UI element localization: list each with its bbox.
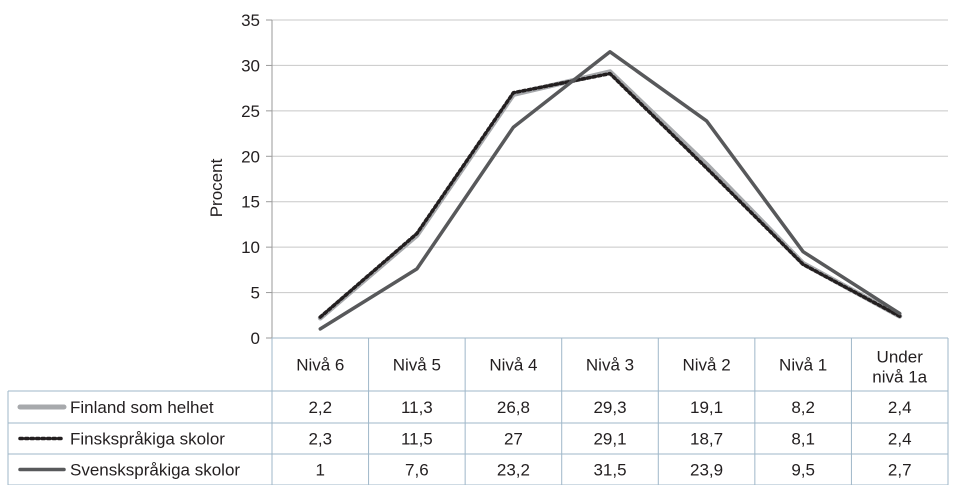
x-category-label: Nivå 3 xyxy=(586,356,634,375)
table-value: 27 xyxy=(504,430,523,449)
series-line-finland-som-helhet xyxy=(317,69,903,321)
table-value: 8,2 xyxy=(791,398,815,417)
legend-label: Finskspråkiga skolor xyxy=(70,430,225,449)
table-value: 18,7 xyxy=(690,430,723,449)
table-value: 2,3 xyxy=(308,430,332,449)
legend-label: Finland som helhet xyxy=(70,398,214,417)
x-category-label: Nivå 2 xyxy=(682,356,730,375)
series-line-svensksprakiga-skolor xyxy=(318,50,902,331)
table-value: 29,1 xyxy=(593,430,626,449)
table-value: 29,3 xyxy=(593,398,626,417)
table-value: 2,4 xyxy=(888,430,912,449)
y-tick-label: 35 xyxy=(241,11,260,30)
table-value: 2,7 xyxy=(888,461,912,480)
table-value: 9,5 xyxy=(791,461,815,480)
y-tick-label: 5 xyxy=(251,284,260,303)
series-lines xyxy=(317,50,903,331)
y-tick-label: 30 xyxy=(241,56,260,75)
x-category-label: Nivå 6 xyxy=(296,356,344,375)
table-value: 31,5 xyxy=(593,461,626,480)
y-tick-label: 20 xyxy=(241,147,260,166)
gridlines xyxy=(272,19,948,339)
table-value: 23,9 xyxy=(690,461,723,480)
table-value: 26,8 xyxy=(497,398,530,417)
y-axis-label: Procent xyxy=(207,158,226,217)
x-category-label: Nivå 4 xyxy=(489,356,537,375)
table-value: 11,5 xyxy=(401,430,433,449)
legend-label: Svenskspråkiga skolor xyxy=(70,461,240,480)
y-tick-label: 15 xyxy=(241,193,260,212)
y-tick-label: 10 xyxy=(241,238,260,257)
table-value: 23,2 xyxy=(497,461,530,480)
table-value: 11,3 xyxy=(401,398,433,417)
x-category-label: Under nivå 1a xyxy=(872,348,927,387)
table-value: 19,1 xyxy=(690,398,723,417)
y-tick-label: 0 xyxy=(251,329,260,348)
x-category-label: Nivå 1 xyxy=(779,356,827,375)
y-axis: 0 5 10 15 20 25 30 35 xyxy=(241,11,273,348)
table-value: 1 xyxy=(316,461,325,480)
table-value: 2,4 xyxy=(888,398,912,417)
x-category-label: Nivå 5 xyxy=(393,356,441,375)
table-value: 7,6 xyxy=(405,461,429,480)
series-line-finsksprakiga-skolor xyxy=(318,71,902,319)
data-table: Nivå 6 Nivå 5 Nivå 4 Nivå 3 Nivå 2 Nivå 1 Unde… xyxy=(7,337,949,485)
table-value: 8,1 xyxy=(791,430,815,449)
y-tick-label: 25 xyxy=(241,102,260,121)
table-value: 2,2 xyxy=(308,398,332,417)
